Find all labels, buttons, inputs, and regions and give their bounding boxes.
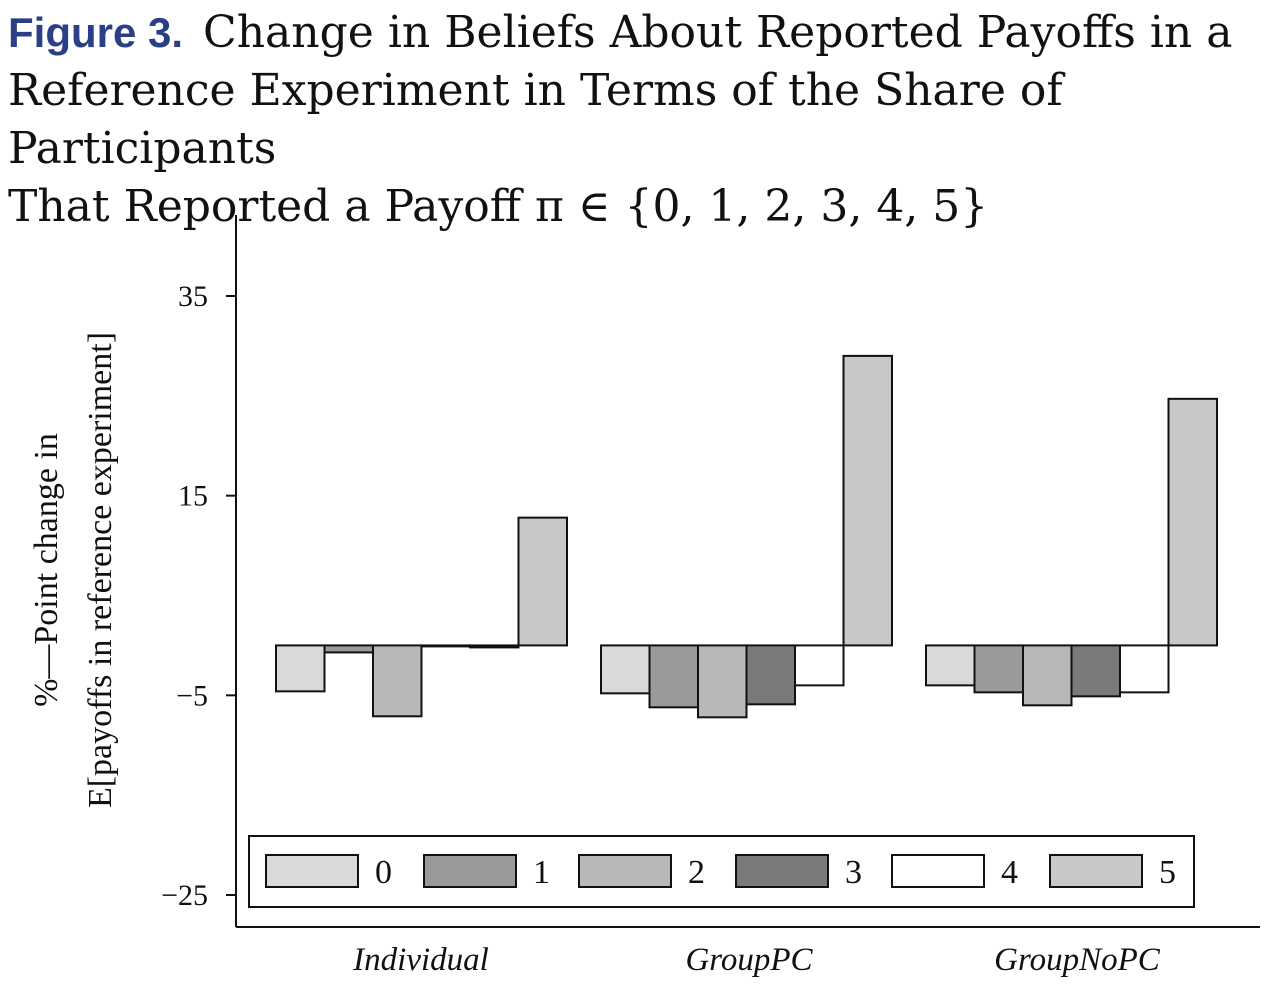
legend-swatch-4 [891,854,985,888]
legend-swatch-3 [735,854,829,888]
y-ticks: 35 15 −5 −25 [161,280,236,912]
legend-label: 1 [533,854,550,891]
legend-label: 5 [1159,854,1176,891]
bar-individual-payoff-4 [469,644,520,649]
category-label: GroupPC [685,942,813,978]
legend: 0 1 2 3 4 5 [248,835,1195,908]
bar-groupnopc-payoff-5 [1167,397,1218,647]
bar-individual-payoff-5 [517,516,568,647]
bar-grouppc-payoff-5 [842,354,893,647]
legend-label: 4 [1001,854,1018,891]
bar-individual-payoff-1 [323,644,374,654]
bar-groupnopc-payoff-4 [1119,644,1170,694]
category-label: Individual [352,942,489,978]
legend-label: 0 [375,854,392,891]
bar-grouppc-payoff-2 [697,644,748,719]
bar-grouppc-payoff-4 [794,644,845,687]
bar-individual-payoff-3 [420,644,471,648]
title-line-3: That Reported a Payoff π ∈ {0, 1, 2, 3, … [8,181,989,232]
y-tick-label: 15 [178,480,208,513]
bar-groupnopc-payoff-1 [973,644,1024,694]
bar-groupnopc-payoff-2 [1022,644,1073,707]
legend-items: 0 1 2 3 4 5 [265,854,1176,891]
bar-groupnopc-payoff-0 [925,644,976,687]
legend-swatch-1 [423,854,517,888]
title-line-2: Reference Experiment in Terms of the Sha… [8,65,1063,174]
bar-individual-payoff-0 [275,644,326,693]
y-axis-label-line-2: E[payoffs in reference experiment] [82,332,119,808]
figure-title: Figure 3. Change in Beliefs About Reporte… [8,4,1268,236]
legend-swatch-5 [1049,854,1143,888]
bar-individual-payoff-2 [372,644,423,718]
figure-label: Figure 3. [8,9,184,56]
y-tick-label: −25 [161,879,208,912]
legend-label: 3 [845,854,862,891]
legend-label: 2 [688,854,705,891]
bar-grouppc-payoff-1 [648,644,699,709]
bar-grouppc-payoff-0 [600,644,651,695]
bar-groupnopc-payoff-3 [1070,644,1121,698]
y-axis-label-line-1: %—Point change in [28,433,65,707]
title-line-1: Change in Beliefs About Reported Payoffs… [203,7,1233,58]
bars [275,354,1218,719]
y-tick-label: 35 [178,280,208,313]
legend-swatch-2 [578,854,672,888]
bar-grouppc-payoff-3 [745,644,796,706]
category-label: GroupNoPC [994,942,1161,978]
legend-frame [248,835,1195,908]
y-tick-label: −5 [176,679,208,712]
category-labels: Individual GroupPC GroupNoPC [352,942,1161,978]
legend-swatch-0 [265,854,359,888]
